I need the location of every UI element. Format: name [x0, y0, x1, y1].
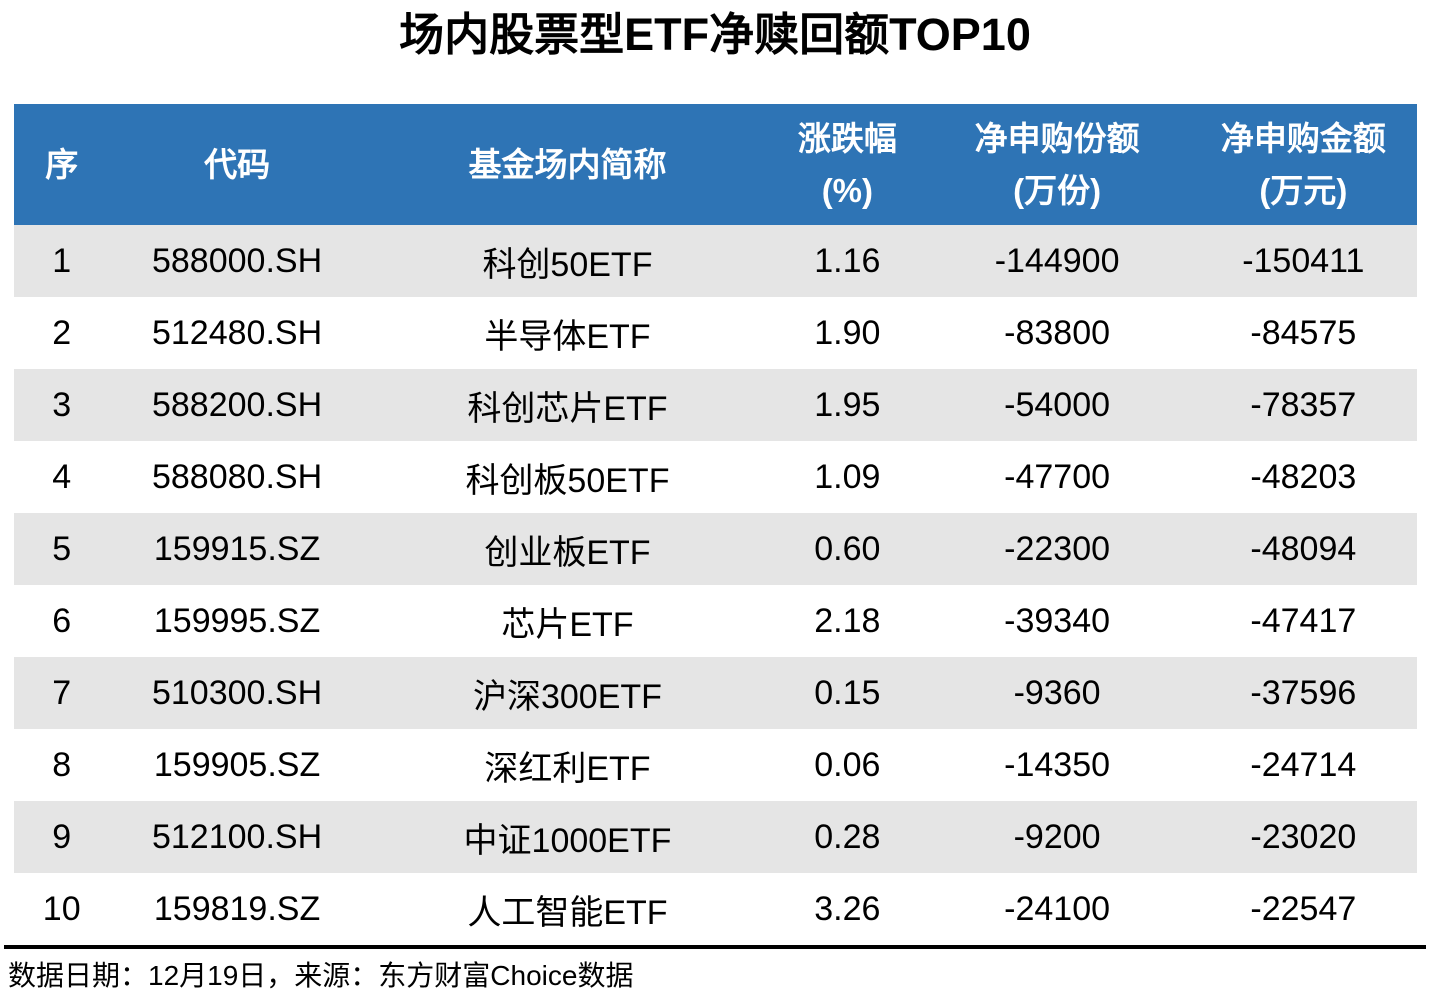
column-header-seq: 序 — [14, 104, 110, 225]
column-header-label: 涨跌幅 — [797, 119, 897, 157]
table-row: 10 159819.SZ 人工智能ETF 3.26 -24100 -22547 — [14, 873, 1417, 945]
cell-net-shares: -22300 — [924, 513, 1190, 585]
cell-name: 科创芯片ETF — [364, 369, 771, 441]
table-row: 6 159995.SZ 芯片ETF 2.18 -39340 -47417 — [14, 585, 1417, 657]
table-row: 1 588000.SH 科创50ETF 1.16 -144900 -150411 — [14, 225, 1417, 297]
column-header-label: 代码 — [204, 145, 271, 183]
cell-net-shares: -9200 — [924, 801, 1190, 873]
column-header-net-shares: 净申购份额 (万份) — [924, 104, 1190, 225]
cell-seq: 10 — [42, 889, 81, 928]
cell-net-shares: -144900 — [924, 225, 1190, 297]
cell-name: 半导体ETF — [484, 317, 651, 356]
cell-net-shares: -14350 — [1004, 745, 1111, 784]
cell-name: 中证1000ETF — [364, 801, 771, 873]
header-row: 序 代码 基金场内简称 涨跌幅 (%) 净申购份额 (万份) 净申购金额 (万元) — [14, 104, 1417, 225]
cell-change-pct: 0.06 — [814, 745, 881, 784]
cell-seq: 9 — [14, 801, 110, 873]
cell-net-shares: -83800 — [1004, 313, 1111, 352]
cell-net-amount: -78357 — [1189, 369, 1417, 441]
cell-net-amount: -150411 — [1189, 225, 1417, 297]
cell-seq: 7 — [14, 657, 110, 729]
table-body: 1 588000.SH 科创50ETF 1.16 -144900 -150411 2 5124… — [14, 225, 1417, 945]
page-title: 场内股票型ETF净赎回额TOP10 — [399, 9, 1031, 60]
cell-name: 创业板ETF — [364, 513, 771, 585]
cell-code: 159905.SZ — [153, 745, 321, 784]
cell-name: 沪深300ETF — [364, 657, 771, 729]
table-row: 4 588080.SH 科创板50ETF 1.09 -47700 -48203 — [14, 441, 1417, 513]
column-header-change-pct: 涨跌幅 (%) — [770, 104, 925, 225]
cell-code: 512100.SH — [109, 801, 365, 873]
table-row: 3 588200.SH 科创芯片ETF 1.95 -54000 -78357 — [14, 369, 1417, 441]
cell-change-pct: 1.95 — [770, 369, 925, 441]
cell-code: 159995.SZ — [153, 601, 321, 640]
column-header-unit: (%) — [821, 171, 874, 209]
column-header-code: 代码 — [109, 104, 365, 225]
table-row: 2 512480.SH 半导体ETF 1.90 -83800 -84575 — [14, 297, 1417, 369]
cell-code: 588000.SH — [109, 225, 365, 297]
column-header-unit: (万份) — [1013, 171, 1102, 209]
cell-net-amount: -48203 — [1250, 457, 1357, 496]
column-header-label: 净申购金额 — [1220, 119, 1386, 157]
table-row: 8 159905.SZ 深红利ETF 0.06 -14350 -24714 — [14, 729, 1417, 801]
cell-name: 科创50ETF — [364, 225, 771, 297]
cell-code: 588200.SH — [109, 369, 365, 441]
cell-change-pct: 0.15 — [770, 657, 925, 729]
cell-name: 深红利ETF — [484, 749, 651, 788]
cell-change-pct: 3.26 — [814, 889, 881, 928]
cell-net-amount: -47417 — [1250, 601, 1357, 640]
cell-change-pct: 2.18 — [814, 601, 881, 640]
cell-code: 588080.SH — [151, 457, 323, 496]
cell-code: 159819.SZ — [153, 889, 321, 928]
column-header-net-amount: 净申购金额 (万元) — [1189, 104, 1417, 225]
cell-change-pct: 1.90 — [814, 313, 881, 352]
cell-name: 科创板50ETF — [465, 461, 670, 500]
cell-net-amount: -84575 — [1250, 313, 1357, 352]
column-header-label: 基金场内简称 — [468, 145, 667, 183]
cell-net-amount: -22547 — [1250, 889, 1357, 928]
column-header-label: 净申购份额 — [974, 119, 1140, 157]
cell-change-pct: 0.28 — [770, 801, 925, 873]
column-header-unit: (万元) — [1259, 171, 1348, 209]
cell-seq: 8 — [52, 745, 72, 784]
footer-divider — [4, 945, 1426, 949]
cell-change-pct: 0.60 — [770, 513, 925, 585]
cell-seq: 5 — [14, 513, 110, 585]
cell-net-amount: -24714 — [1250, 745, 1357, 784]
cell-change-pct: 1.16 — [770, 225, 925, 297]
cell-net-shares: -47700 — [1004, 457, 1111, 496]
cell-net-shares: -24100 — [1004, 889, 1111, 928]
cell-net-shares: -39340 — [1004, 601, 1111, 640]
cell-change-pct: 1.09 — [814, 457, 881, 496]
page: 场内股票型ETF净赎回额TOP10 序 代码 基金场内简称 涨跌幅 (%) 净申购份额 (万… — [0, 10, 1430, 1000]
etf-net-redemption-table: 序 代码 基金场内简称 涨跌幅 (%) 净申购份额 (万份) 净申购金额 (万元) 1 58800… — [14, 104, 1417, 945]
cell-code: 512480.SH — [151, 313, 323, 352]
cell-seq: 6 — [52, 601, 72, 640]
cell-name: 人工智能ETF — [467, 893, 668, 932]
cell-seq: 4 — [52, 457, 72, 496]
table-row: 5 159915.SZ 创业板ETF 0.60 -22300 -48094 — [14, 513, 1417, 585]
cell-net-shares: -54000 — [924, 369, 1190, 441]
table-row: 7 510300.SH 沪深300ETF 0.15 -9360 -37596 — [14, 657, 1417, 729]
cell-net-amount: -23020 — [1189, 801, 1417, 873]
cell-seq: 2 — [52, 313, 72, 352]
cell-code: 510300.SH — [109, 657, 365, 729]
cell-seq: 1 — [14, 225, 110, 297]
cell-seq: 3 — [14, 369, 110, 441]
cell-net-shares: -9360 — [924, 657, 1190, 729]
data-source-note: 数据日期：12月19日，来源：东方财富Choice数据 — [8, 960, 634, 991]
table-row: 9 512100.SH 中证1000ETF 0.28 -9200 -23020 — [14, 801, 1417, 873]
cell-net-amount: -48094 — [1189, 513, 1417, 585]
column-header-label: 序 — [45, 145, 79, 183]
table-header: 序 代码 基金场内简称 涨跌幅 (%) 净申购份额 (万份) 净申购金额 (万元) — [14, 104, 1417, 225]
cell-code: 159915.SZ — [109, 513, 365, 585]
cell-net-amount: -37596 — [1189, 657, 1417, 729]
column-header-name: 基金场内简称 — [364, 104, 771, 225]
cell-name: 芯片ETF — [501, 605, 634, 644]
